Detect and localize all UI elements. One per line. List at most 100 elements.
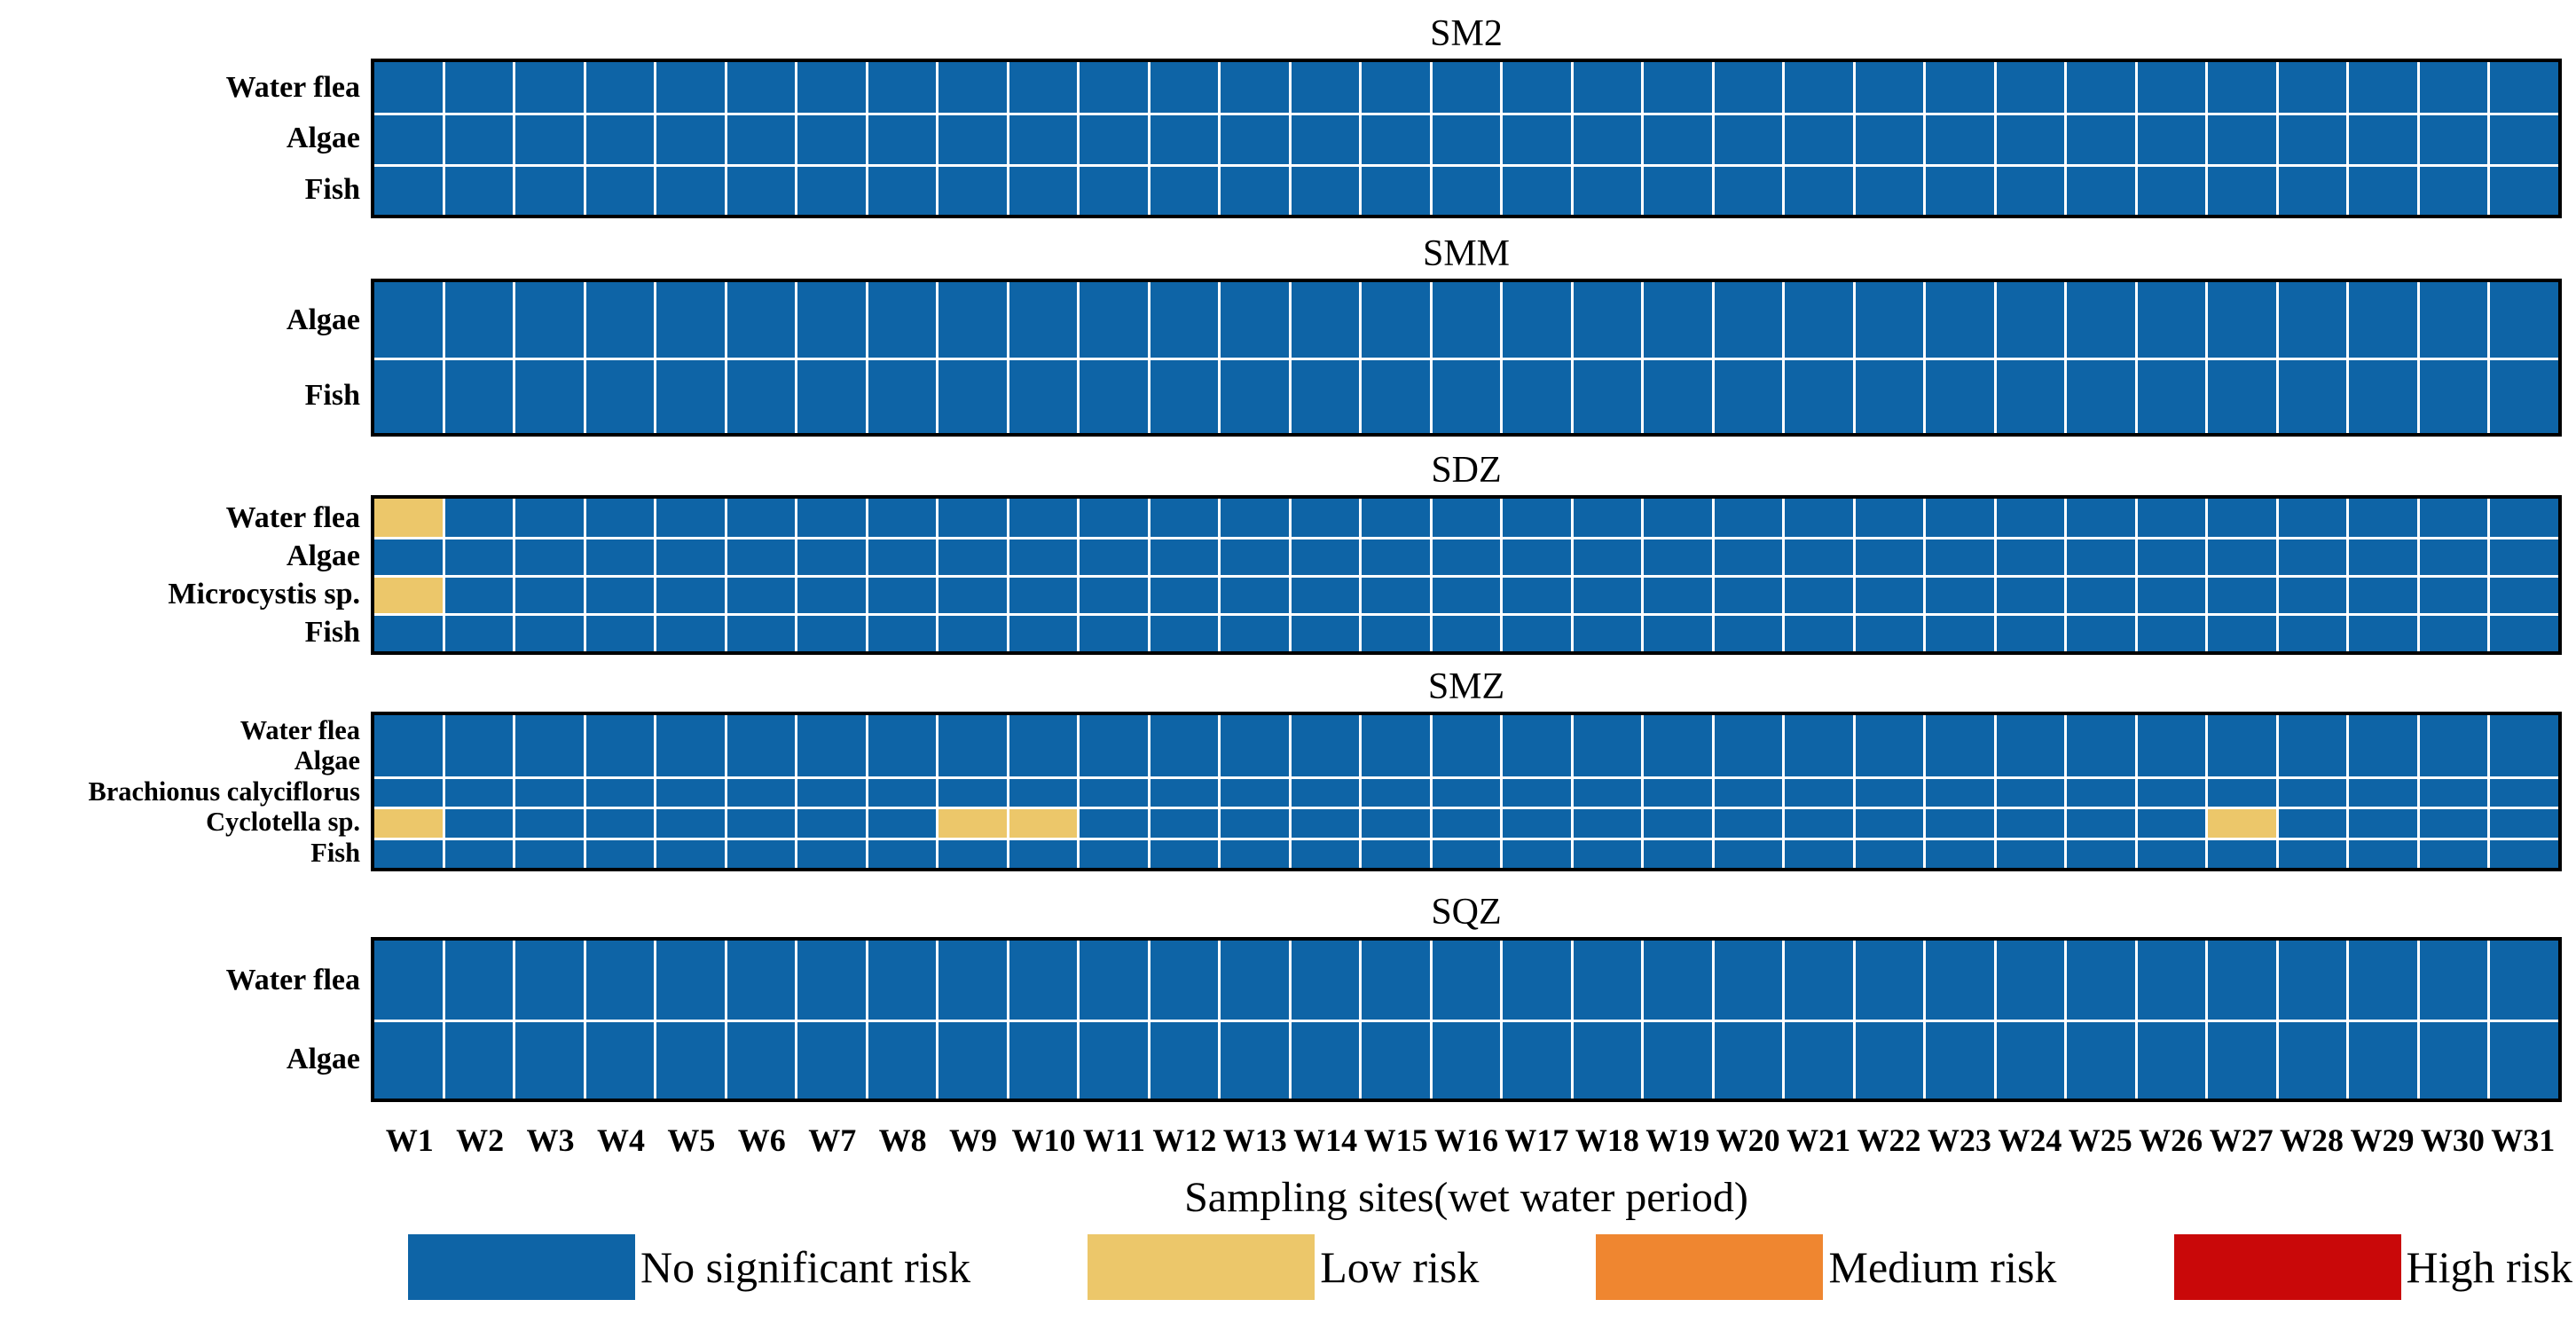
heatmap-cell — [1362, 745, 1430, 776]
heatmap-cell — [515, 282, 584, 358]
row-label: Fish — [304, 172, 360, 206]
heatmap-cell — [1785, 575, 1853, 613]
heatmap-cell — [1573, 62, 1642, 114]
heatmap-cell — [2349, 613, 2417, 651]
heatmap-cell — [1291, 282, 1360, 358]
heatmap-cell — [1221, 282, 1289, 358]
heatmap-cell — [1503, 62, 1571, 114]
heatmap-cell — [444, 358, 514, 433]
heatmap-cell — [797, 358, 866, 433]
x-tick-label: W16 — [1433, 1122, 1498, 1158]
heatmap-cell — [1996, 941, 2065, 1020]
heatmap-cell — [656, 837, 725, 868]
x-axis-label: Sampling sites(wet water period) — [1184, 1174, 1748, 1221]
heatmap-cell — [1432, 941, 1501, 1020]
heatmap-cell — [1150, 613, 1219, 651]
heatmap-cell — [1573, 613, 1642, 651]
heatmap-cell — [444, 282, 514, 358]
heatmap-cell — [1150, 776, 1219, 807]
heatmap-cell — [1503, 575, 1571, 613]
heatmap-cell — [1996, 282, 2065, 358]
heatmap-cell — [939, 807, 1007, 838]
heatmap-cell — [374, 537, 443, 575]
heatmap-cell — [374, 575, 443, 613]
heatmap-cell — [1644, 941, 1712, 1020]
heatmap-cell — [444, 613, 514, 651]
heatmap-cell — [2419, 613, 2488, 651]
heatmap-cell — [1926, 941, 1994, 1020]
heatmap-cell — [1644, 1020, 1712, 1099]
x-tick-label: W8 — [878, 1122, 927, 1158]
heatmap-cell — [1785, 282, 1853, 358]
heatmap-cell — [1996, 575, 2065, 613]
heatmap-cell — [868, 113, 937, 164]
heatmap-cell — [1573, 1020, 1642, 1099]
heatmap-cell — [2490, 113, 2558, 164]
heatmap-cell — [1009, 745, 1078, 776]
heatmap-cell — [585, 1020, 655, 1099]
heatmap-cell — [1573, 745, 1642, 776]
heatmap-cell — [1714, 163, 1783, 215]
heatmap-cell — [2067, 1020, 2135, 1099]
x-tick-label: W11 — [1082, 1122, 1145, 1158]
heatmap-cell — [1785, 1020, 1853, 1099]
legend-swatch — [1596, 1234, 1824, 1300]
heatmap-cell — [1573, 282, 1642, 358]
heatmap-cell — [1785, 163, 1853, 215]
x-tick-label: W7 — [808, 1122, 857, 1158]
heatmap-cell — [1080, 837, 1148, 868]
heatmap-cell — [1080, 941, 1148, 1020]
heatmap-cell — [2349, 499, 2417, 537]
heatmap-cell — [797, 837, 866, 868]
heatmap-cell — [726, 807, 796, 838]
heatmap-cell — [1150, 113, 1219, 164]
heatmap-cell — [2208, 1020, 2276, 1099]
heatmap-cell — [2208, 837, 2276, 868]
x-tick-label: W30 — [2420, 1122, 2485, 1158]
heatmap-cell — [444, 62, 514, 114]
heatmap-cell — [585, 358, 655, 433]
x-tick-label: W9 — [949, 1122, 998, 1158]
heatmap-cell — [2490, 745, 2558, 776]
legend: No significant risk Low risk Medium risk Hi… — [408, 1232, 2572, 1303]
heatmap-cell — [656, 282, 725, 358]
heatmap-cell — [2067, 575, 2135, 613]
heatmap-cell — [1291, 1020, 1360, 1099]
heatmap-cell — [2490, 358, 2558, 433]
row-label: Water flea — [225, 501, 360, 534]
heatmap-cell — [2278, 62, 2347, 114]
heatmap-cell — [1714, 358, 1783, 433]
heatmap-cell — [585, 62, 655, 114]
heatmap-cell — [1080, 358, 1148, 433]
heatmap-cell — [868, 499, 937, 537]
heatmap-cell — [797, 715, 866, 746]
heatmap-cell — [1785, 537, 1853, 575]
heatmap-cell — [1503, 745, 1571, 776]
heatmap-cell — [2278, 776, 2347, 807]
heatmap-cell — [1785, 715, 1853, 746]
heatmap-cell — [1432, 745, 1501, 776]
heatmap-cell — [1362, 807, 1430, 838]
heatmap-cell — [1855, 537, 1924, 575]
heatmap-cell — [2349, 807, 2417, 838]
heatmap-cell — [1432, 837, 1501, 868]
heatmap-cell — [2419, 62, 2488, 114]
heatmap-cell — [1855, 776, 1924, 807]
heatmap-cell — [585, 537, 655, 575]
heatmap-cell — [2067, 282, 2135, 358]
heatmap-cell — [797, 575, 866, 613]
heatmap-cell — [1291, 941, 1360, 1020]
heatmap-cell — [1221, 575, 1289, 613]
heatmap-cell — [1855, 715, 1924, 746]
heatmap-cell — [1503, 613, 1571, 651]
heatmap-cell — [2067, 715, 2135, 746]
heatmap-cell — [2349, 575, 2417, 613]
heatmap-cell — [2067, 776, 2135, 807]
heatmap-cell — [2208, 62, 2276, 114]
heatmap-cell — [2208, 715, 2276, 746]
heatmap-cell — [1996, 358, 2065, 433]
legend-swatch — [408, 1234, 635, 1300]
heatmap-cell — [1221, 776, 1289, 807]
heatmap-cell — [1362, 776, 1430, 807]
